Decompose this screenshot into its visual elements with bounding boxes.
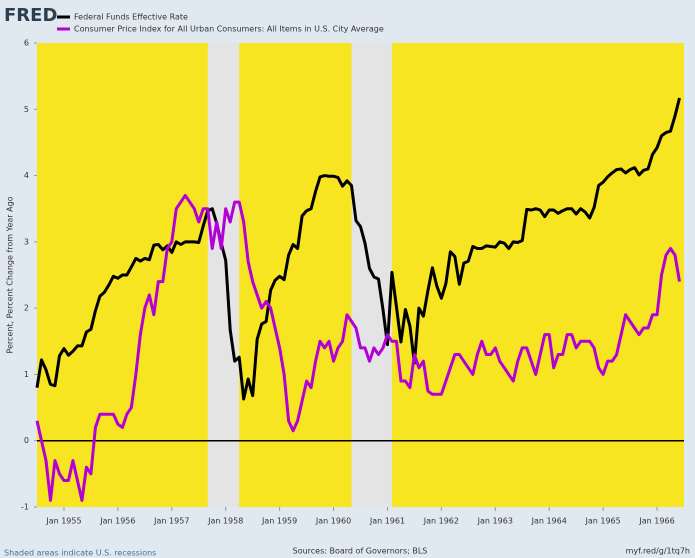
y-tick-label: 5 [24,105,29,114]
y-tick-label: 2 [24,304,29,313]
x-tick-label: Jan 1955 [45,517,81,526]
x-tick-label: Jan 1963 [477,517,513,526]
plot-area [35,43,684,507]
y-axis-label: Percent, Percent Change from Year Ago [6,196,15,353]
y-tick-label: -1 [21,503,29,512]
link: myf.red/g/1tq7h [626,547,690,556]
legend-label: Federal Funds Effective Rate [74,13,188,22]
y-tick-label: 0 [24,436,29,445]
recession-band [207,43,240,507]
y-tick-label: 6 [24,39,29,48]
x-tick-label: Jan 1964 [531,517,567,526]
legend-label: Consumer Price Index for All Urban Consu… [74,25,384,34]
x-tick-label: Jan 1957 [153,517,189,526]
source: Sources: Board of Governors; BLS [293,547,428,556]
x-tick-label: Jan 1961 [369,517,405,526]
logo: FRED [4,5,57,26]
x-tick-label: Jan 1959 [261,517,297,526]
x-tick-label: Jan 1960 [315,517,351,526]
y-tick-label: 3 [24,237,29,246]
x-tick-label: Jan 1962 [423,517,459,526]
series-line [35,97,681,401]
y-tick-label: 4 [24,171,29,180]
x-tick-label: Jan 1965 [585,517,621,526]
x-tick-label: Jan 1958 [207,517,243,526]
x-tick-label: Jan 1956 [99,517,135,526]
x-tick-label: Jan 1966 [638,517,674,526]
recession-note: Shaded areas indicate U.S. recessions [4,549,156,558]
y-tick-label: 1 [24,370,29,379]
series-line [35,193,681,502]
